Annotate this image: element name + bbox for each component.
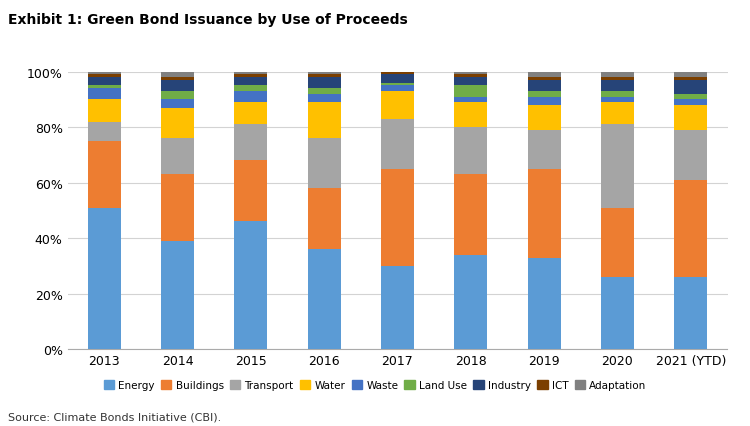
Bar <box>601 208 634 277</box>
Bar <box>234 75 267 78</box>
Bar <box>528 92 561 98</box>
Bar <box>308 95 340 103</box>
Bar <box>234 125 267 161</box>
Bar <box>308 89 340 95</box>
Bar <box>454 98 488 103</box>
Bar <box>674 277 707 349</box>
Bar <box>88 122 121 141</box>
Bar <box>674 78 707 81</box>
Bar <box>234 78 267 86</box>
Bar <box>674 181 707 277</box>
Bar <box>161 92 194 100</box>
Bar <box>161 81 194 92</box>
Bar <box>308 72 340 75</box>
Bar <box>674 130 707 181</box>
Bar <box>161 241 194 349</box>
Bar <box>308 75 340 78</box>
Text: Exhibit 1: Green Bond Issuance by Use of Proceeds: Exhibit 1: Green Bond Issuance by Use of… <box>8 13 407 27</box>
Bar <box>88 75 121 78</box>
Bar <box>528 170 561 258</box>
Bar <box>234 103 267 125</box>
Bar <box>308 103 340 139</box>
Bar <box>601 78 634 81</box>
Bar <box>234 161 267 222</box>
Bar <box>308 250 340 349</box>
Bar <box>674 95 707 100</box>
Bar <box>601 277 634 349</box>
Bar <box>381 86 414 92</box>
Bar <box>601 72 634 78</box>
Bar <box>454 78 488 86</box>
Bar <box>381 92 414 119</box>
Bar <box>674 81 707 95</box>
Bar <box>528 98 561 106</box>
Bar <box>454 86 488 98</box>
Bar <box>88 78 121 86</box>
Legend: Energy, Buildings, Transport, Water, Waste, Land Use, Industry, ICT, Adaptation: Energy, Buildings, Transport, Water, Was… <box>100 376 650 394</box>
Bar <box>88 100 121 122</box>
Bar <box>528 72 561 78</box>
Bar <box>88 72 121 75</box>
Bar <box>161 78 194 81</box>
Bar <box>381 120 414 170</box>
Bar <box>308 189 340 250</box>
Bar <box>674 100 707 106</box>
Bar <box>381 266 414 349</box>
Bar <box>528 131 561 170</box>
Bar <box>161 100 194 108</box>
Bar <box>601 125 634 208</box>
Bar <box>528 106 561 130</box>
Bar <box>381 72 414 75</box>
Bar <box>674 106 707 130</box>
Bar <box>528 78 561 81</box>
Bar <box>528 81 561 92</box>
Bar <box>381 75 414 83</box>
Bar <box>308 139 340 189</box>
Bar <box>308 78 340 89</box>
Bar <box>454 128 488 175</box>
Bar <box>454 103 488 128</box>
Bar <box>161 72 194 78</box>
Bar <box>454 72 488 75</box>
Bar <box>601 98 634 103</box>
Bar <box>161 108 194 139</box>
Bar <box>601 81 634 92</box>
Bar <box>161 175 194 241</box>
Bar <box>234 92 267 103</box>
Bar <box>528 258 561 349</box>
Text: Source: Climate Bonds Initiative (CBI).: Source: Climate Bonds Initiative (CBI). <box>8 412 220 422</box>
Bar <box>454 175 488 255</box>
Bar <box>234 86 267 92</box>
Bar <box>381 83 414 86</box>
Bar <box>88 86 121 89</box>
Bar <box>674 72 707 78</box>
Bar <box>601 92 634 98</box>
Bar <box>234 222 267 349</box>
Bar <box>161 139 194 175</box>
Bar <box>88 89 121 100</box>
Bar <box>234 72 267 75</box>
Bar <box>381 170 414 266</box>
Bar <box>88 208 121 349</box>
Bar <box>88 141 121 208</box>
Bar <box>454 255 488 349</box>
Bar <box>601 103 634 125</box>
Bar <box>454 75 488 78</box>
